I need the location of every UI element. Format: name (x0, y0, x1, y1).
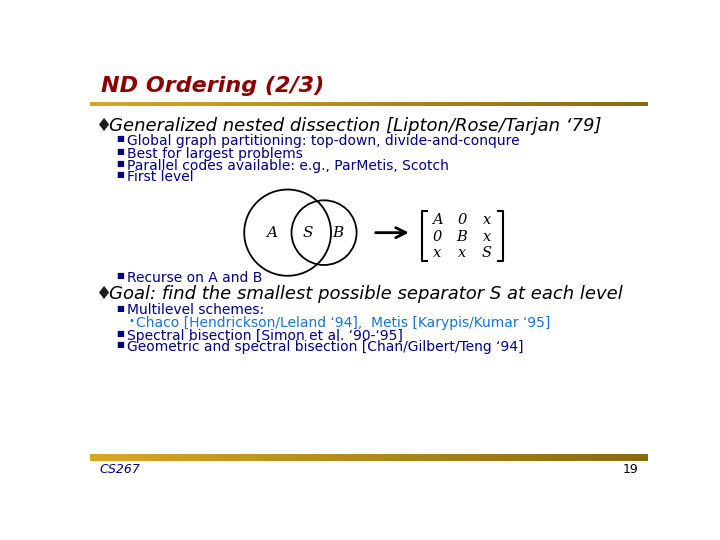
Text: Chaco [Hendrickson/Leland ‘94],  Metis [Karypis/Kumar ‘95]: Chaco [Hendrickson/Leland ‘94], Metis [K… (137, 316, 551, 330)
Bar (593, 102, 611, 106)
Text: ■: ■ (117, 170, 125, 179)
Text: x: x (482, 230, 491, 244)
Bar (164, 102, 183, 106)
Bar (481, 455, 499, 461)
Bar (145, 455, 164, 461)
Bar (425, 455, 444, 461)
Text: Geometric and spectral bisection [Chan/Gilbert/Teng ‘94]: Geometric and spectral bisection [Chan/G… (127, 340, 523, 354)
Bar (127, 102, 145, 106)
Bar (406, 455, 425, 461)
Text: ■: ■ (117, 329, 125, 338)
Bar (499, 102, 518, 106)
Text: Best for largest problems: Best for largest problems (127, 147, 303, 161)
Bar (425, 102, 444, 106)
Text: ♦: ♦ (96, 285, 112, 303)
Text: B: B (456, 230, 467, 244)
Text: 0: 0 (433, 230, 442, 244)
Bar (202, 102, 220, 106)
Text: ■: ■ (117, 303, 125, 313)
Bar (462, 102, 481, 106)
Bar (258, 455, 276, 461)
Bar (536, 102, 555, 106)
Bar (481, 102, 499, 106)
Bar (593, 455, 611, 461)
Bar (258, 102, 276, 106)
Bar (109, 455, 127, 461)
Text: Generalized nested dissection [Lipton/Rose/Tarjan ‘79]: Generalized nested dissection [Lipton/Ro… (109, 117, 601, 135)
Bar (574, 102, 593, 106)
Bar (145, 102, 164, 106)
Bar (90, 102, 109, 106)
Bar (276, 455, 294, 461)
Bar (127, 455, 145, 461)
Bar (369, 102, 387, 106)
Text: ■: ■ (117, 271, 125, 280)
Bar (351, 455, 369, 461)
Bar (164, 455, 183, 461)
Bar (611, 455, 629, 461)
Text: x: x (482, 213, 491, 227)
Bar (239, 455, 258, 461)
Circle shape (244, 190, 331, 276)
Bar (555, 102, 574, 106)
Bar (518, 455, 536, 461)
Text: Multilevel schemes:: Multilevel schemes: (127, 303, 264, 318)
Text: •: • (129, 316, 135, 326)
Bar (611, 102, 629, 106)
Text: CS267: CS267 (99, 463, 140, 476)
Text: x: x (433, 246, 441, 260)
Text: Parallel codes available: e.g., ParMetis, Scotch: Parallel codes available: e.g., ParMetis… (127, 159, 449, 173)
Bar (574, 455, 593, 461)
Bar (406, 102, 425, 106)
Bar (444, 102, 462, 106)
Text: First level: First level (127, 170, 194, 184)
Text: ND Ordering (2/3): ND Ordering (2/3) (101, 76, 324, 96)
Bar (499, 455, 518, 461)
Bar (220, 102, 239, 106)
Bar (313, 455, 332, 461)
Text: ■: ■ (117, 134, 125, 143)
Text: A: A (266, 226, 278, 240)
Bar (183, 455, 202, 461)
Text: S: S (482, 246, 492, 260)
Bar (239, 102, 258, 106)
Bar (444, 455, 462, 461)
Text: S: S (302, 226, 313, 240)
Bar (183, 102, 202, 106)
Text: A: A (432, 213, 443, 227)
Text: ♦: ♦ (96, 117, 112, 135)
Text: ■: ■ (117, 159, 125, 168)
Bar (387, 102, 406, 106)
Bar (220, 455, 239, 461)
Bar (351, 102, 369, 106)
Bar (518, 102, 536, 106)
Bar (629, 102, 648, 106)
Bar (202, 455, 220, 461)
Text: 19: 19 (623, 463, 639, 476)
Bar (90, 455, 109, 461)
Text: Global graph partitioning: top-down, divide-and-conqure: Global graph partitioning: top-down, div… (127, 134, 520, 148)
Bar (462, 455, 481, 461)
Bar (313, 102, 332, 106)
Bar (332, 455, 351, 461)
Bar (109, 102, 127, 106)
Bar (387, 455, 406, 461)
Text: Recurse on A and B: Recurse on A and B (127, 271, 263, 285)
Text: x: x (458, 246, 466, 260)
Bar (276, 102, 294, 106)
Text: ■: ■ (117, 147, 125, 156)
Bar (294, 455, 313, 461)
Bar (629, 455, 648, 461)
Bar (294, 102, 313, 106)
Bar (369, 455, 387, 461)
Text: ■: ■ (117, 340, 125, 349)
Bar (332, 102, 351, 106)
Text: 0: 0 (457, 213, 467, 227)
Bar (555, 455, 574, 461)
Text: Spectral bisection [Simon et al. ‘90-‘95]: Spectral bisection [Simon et al. ‘90-‘95… (127, 329, 403, 343)
Text: B: B (333, 226, 343, 240)
Bar (536, 455, 555, 461)
Text: Goal: find the smallest possible separator S at each level: Goal: find the smallest possible separat… (109, 285, 622, 303)
